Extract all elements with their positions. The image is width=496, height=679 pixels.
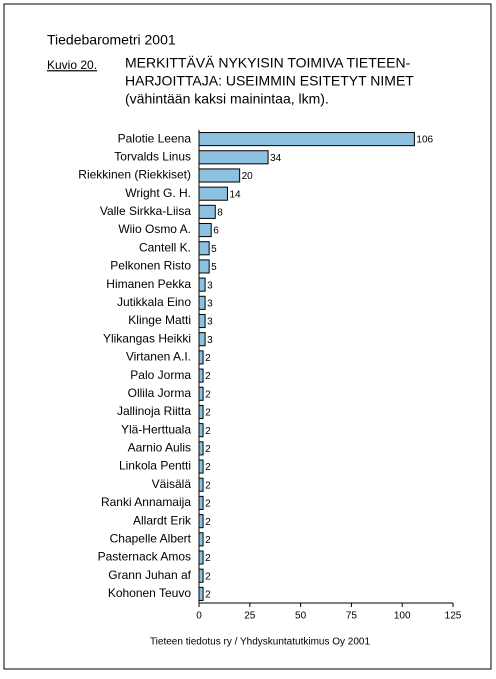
y-tick-label: Chapelle Albert bbox=[110, 531, 192, 545]
value-label: 3 bbox=[207, 298, 213, 309]
y-tick-label: Palo Jorma bbox=[130, 368, 191, 382]
y-tick-label: Ylikangas Heikki bbox=[103, 331, 191, 345]
value-label: 5 bbox=[211, 262, 217, 273]
value-label: 2 bbox=[205, 571, 211, 582]
bar bbox=[198, 223, 212, 238]
value-label: 3 bbox=[207, 280, 213, 291]
value-label: 2 bbox=[205, 480, 211, 491]
y-tick-label: Wright G. H. bbox=[125, 186, 191, 200]
x-tick-label: 125 bbox=[445, 611, 462, 622]
y-tick-label: Riekkinen (Riekkiset) bbox=[78, 168, 191, 182]
x-tick-label: 100 bbox=[394, 611, 411, 622]
value-label: 8 bbox=[217, 208, 223, 219]
bar bbox=[198, 550, 204, 565]
bar bbox=[198, 150, 269, 165]
bar bbox=[198, 277, 206, 292]
frame bbox=[3, 3, 492, 670]
value-label: 14 bbox=[229, 189, 241, 200]
y-tick-label: Valle Sirkka-Liisa bbox=[100, 204, 191, 218]
y-tick-label: Linkola Pentti bbox=[119, 459, 191, 473]
bar bbox=[198, 368, 204, 383]
header: Tiedebarometri 2001 bbox=[47, 32, 176, 48]
y-tick-label: Cantell K. bbox=[139, 240, 191, 254]
bar bbox=[198, 168, 241, 183]
value-label: 106 bbox=[416, 135, 433, 146]
bar bbox=[198, 532, 204, 547]
y-tick-label: Palotie Leena bbox=[118, 131, 192, 145]
y-tick-label: Himanen Pekka bbox=[106, 277, 191, 291]
value-label: 2 bbox=[205, 499, 211, 510]
value-label: 6 bbox=[213, 226, 219, 237]
bar bbox=[198, 132, 415, 147]
bar bbox=[198, 332, 206, 347]
bar bbox=[198, 350, 204, 365]
y-tick-label: Pelkonen Risto bbox=[110, 259, 191, 273]
bar bbox=[198, 441, 204, 456]
value-label: 2 bbox=[205, 371, 211, 382]
bar bbox=[198, 186, 228, 201]
x-tick-label: 25 bbox=[244, 611, 256, 622]
source: Tieteen tiedotus ry / Yhdyskuntatutkimus… bbox=[150, 637, 371, 648]
bar bbox=[198, 477, 204, 492]
value-label: 3 bbox=[207, 335, 213, 346]
value-label: 2 bbox=[205, 590, 211, 601]
x-tick-label: 50 bbox=[295, 611, 307, 622]
bar bbox=[198, 241, 210, 256]
bar bbox=[198, 386, 204, 401]
value-label: 2 bbox=[205, 353, 211, 364]
y-tick-label: Jallinoja Riitta bbox=[117, 404, 191, 418]
value-label: 5 bbox=[211, 244, 217, 255]
chart-title: MERKITTÄVÄ NYKYISIN TOIMIVA TIETEEN- bbox=[125, 55, 411, 71]
y-tick-label: Pasternack Amos bbox=[98, 550, 191, 564]
y-tick-label: Klinge Matti bbox=[128, 313, 191, 327]
bar bbox=[198, 259, 210, 274]
y-tick-label: Wiio Osmo A. bbox=[118, 222, 191, 236]
bar bbox=[198, 423, 204, 438]
chart-subtitle: (vähintään kaksi mainintaa, lkm). bbox=[125, 91, 329, 107]
chart-title: HARJOITTAJA: USEIMMIN ESITETYT NIMET bbox=[125, 73, 414, 89]
y-tick-label: Torvalds Linus bbox=[114, 149, 191, 163]
y-tick-label: Virtanen A.I. bbox=[126, 350, 191, 364]
y-tick-label: Jutikkala Eino bbox=[117, 295, 191, 309]
x-tick-label: 75 bbox=[346, 611, 358, 622]
value-label: 2 bbox=[205, 444, 211, 455]
bar bbox=[198, 459, 204, 474]
y-tick-label: Aarnio Aulis bbox=[128, 441, 191, 455]
value-label: 2 bbox=[205, 517, 211, 528]
value-label: 34 bbox=[270, 153, 282, 164]
value-label: 2 bbox=[205, 408, 211, 419]
value-label: 20 bbox=[242, 171, 254, 182]
y-tick-label: Ylä-Herttuala bbox=[121, 422, 191, 436]
x-tick-label: 0 bbox=[196, 611, 202, 622]
value-label: 2 bbox=[205, 426, 211, 437]
value-label: 2 bbox=[205, 389, 211, 400]
y-tick-label: Ranki Annamaija bbox=[101, 495, 191, 509]
value-label: 2 bbox=[205, 535, 211, 546]
bar bbox=[198, 568, 204, 583]
bar bbox=[198, 404, 204, 420]
value-label: 2 bbox=[205, 462, 211, 473]
bar bbox=[198, 514, 204, 529]
bar bbox=[198, 313, 206, 329]
y-tick-label: Ollila Jorma bbox=[128, 386, 192, 400]
bar bbox=[198, 495, 204, 510]
bar bbox=[198, 204, 216, 219]
y-tick-label: Kohonen Teuvo bbox=[108, 586, 192, 600]
value-label: 3 bbox=[207, 317, 213, 328]
value-label: 2 bbox=[205, 553, 211, 564]
y-tick-label: Väisälä bbox=[152, 477, 192, 491]
y-tick-label: Allardt Erik bbox=[133, 513, 192, 527]
bar bbox=[198, 586, 204, 601]
figure-label: Kuvio 20. bbox=[47, 58, 97, 72]
bar bbox=[198, 295, 206, 310]
y-tick-label: Grann Juhan af bbox=[108, 568, 191, 582]
